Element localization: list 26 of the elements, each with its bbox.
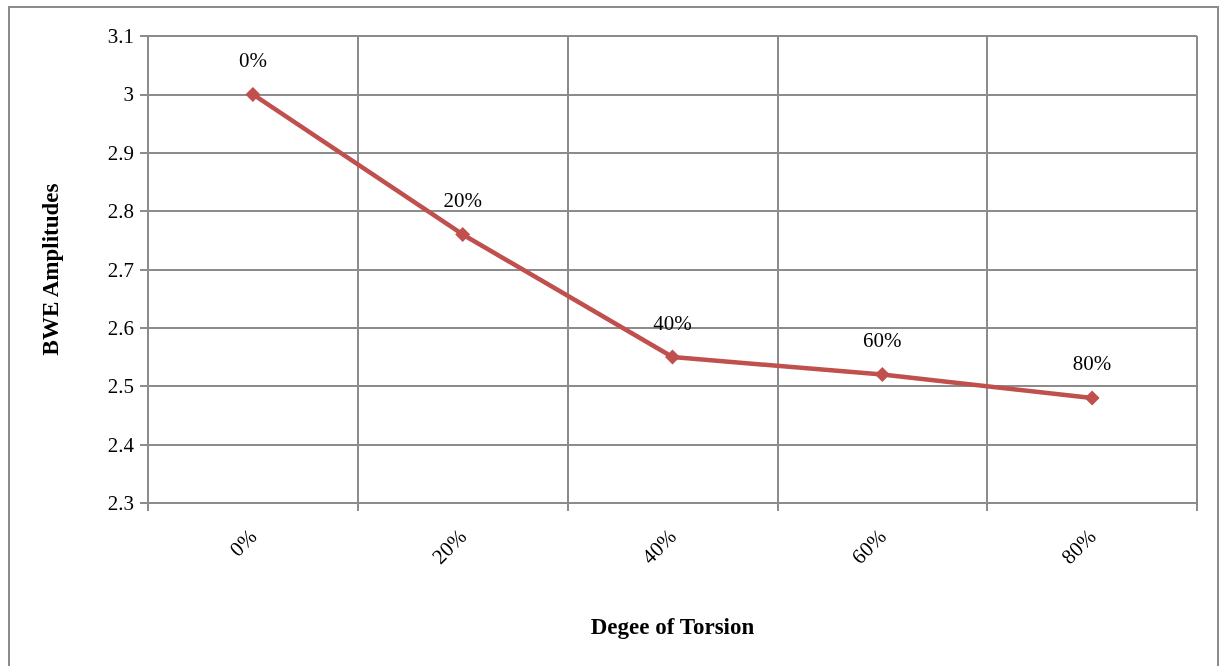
y-axis-title: BWE Amplitudes (38, 183, 63, 356)
y-tick-label: 2.9 (107, 140, 134, 165)
annotation: 40% (653, 310, 692, 335)
y-tick-label: 2.5 (107, 374, 134, 399)
y-tick-label: 2.3 (107, 491, 134, 515)
y-tick-label: 3 (123, 82, 134, 107)
point (665, 349, 680, 365)
y-tick-label: 3.1 (107, 24, 134, 48)
annotation: 80% (1072, 351, 1112, 376)
y-tick-label: 2.6 (107, 315, 134, 340)
y-tick-label: 2.7 (107, 257, 134, 282)
annotation: 20% (443, 187, 482, 212)
x-tick-label: 0% (224, 524, 262, 562)
point (1084, 390, 1100, 406)
point (245, 86, 261, 102)
annotation: 60% (863, 328, 902, 353)
x-tick-label: 80% (1056, 524, 1101, 569)
point (874, 367, 890, 383)
x-tick-label: 40% (636, 524, 681, 569)
y-tick-label: 2.8 (107, 199, 134, 224)
annotation: 0% (238, 47, 267, 72)
y-tick-label: 2.4 (107, 432, 135, 457)
x-tick-label: 60% (846, 524, 891, 569)
x-axis-title: Degee of Torsion (590, 614, 755, 639)
point (455, 226, 471, 242)
x-tick-label: 20% (427, 524, 472, 569)
